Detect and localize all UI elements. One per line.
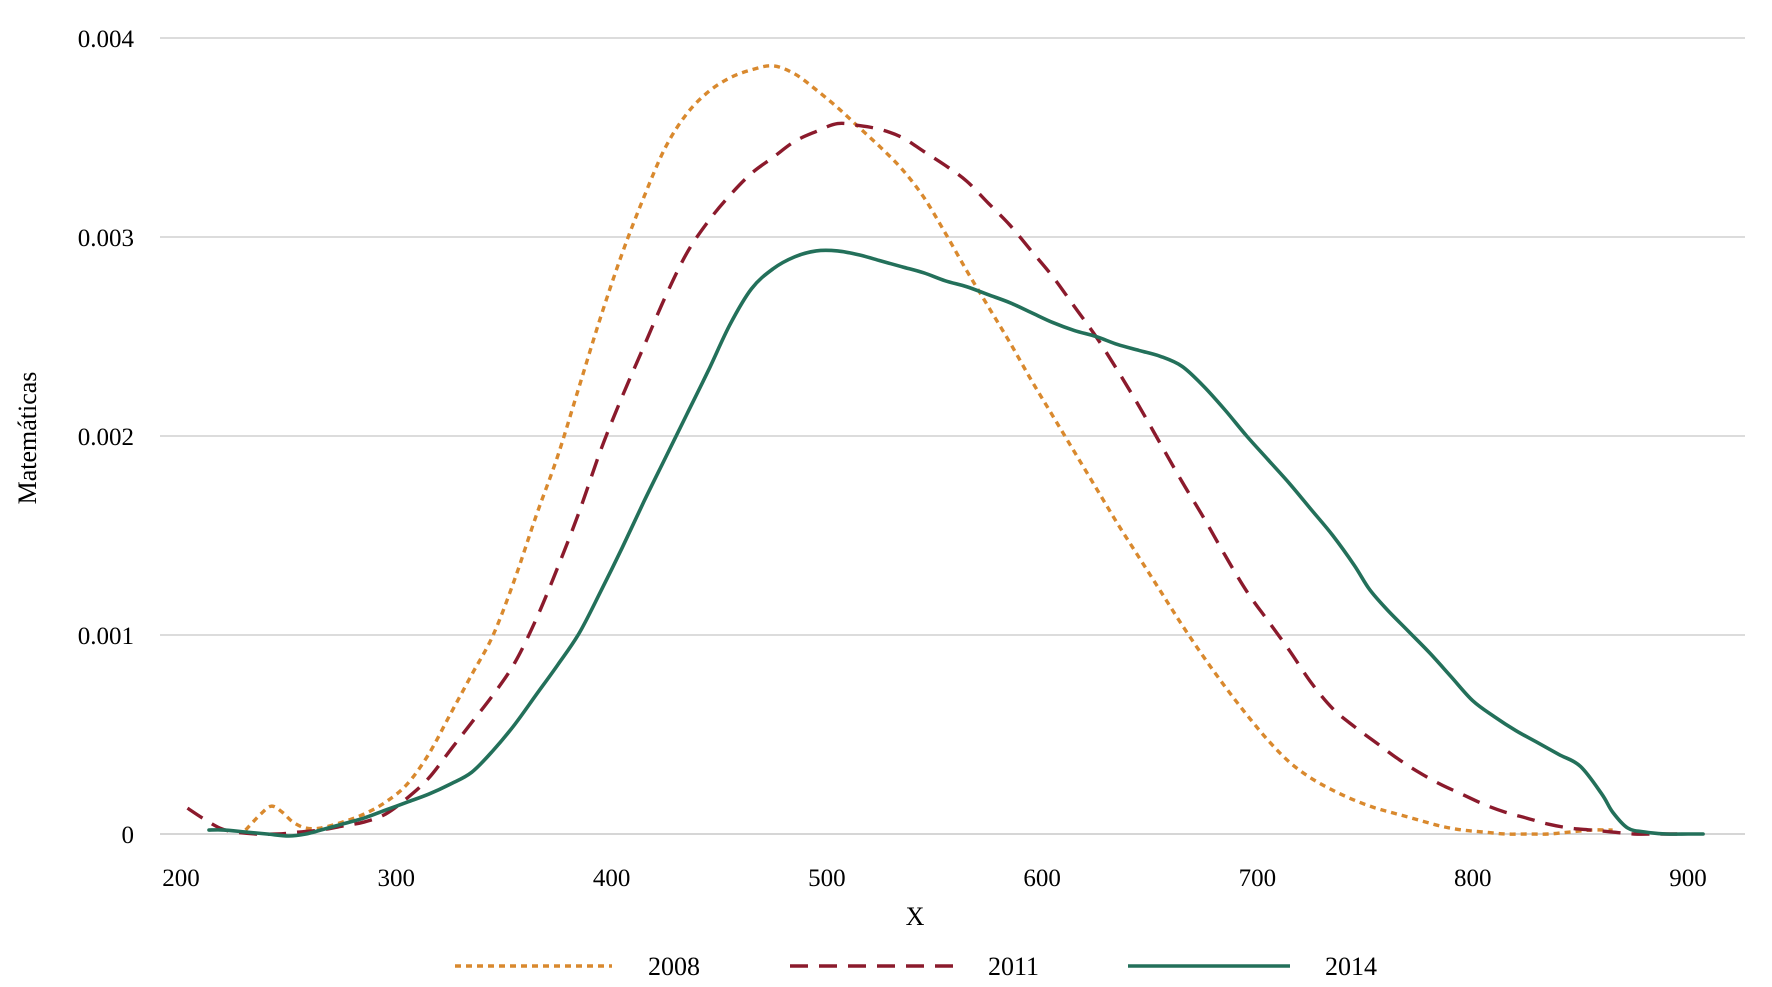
legend-label: 2008 bbox=[648, 952, 700, 981]
x-axis-title: X bbox=[906, 902, 925, 931]
legend-item-2011: 2011 bbox=[790, 952, 1039, 981]
series-line-2008 bbox=[244, 64, 1613, 836]
x-tick-label: 700 bbox=[1239, 865, 1277, 892]
series-line-2014 bbox=[207, 248, 1705, 838]
y-axis-title: Matemáticas bbox=[13, 372, 42, 505]
legend-item-2014: 2014 bbox=[1128, 952, 1377, 981]
x-tick-label: 300 bbox=[378, 865, 416, 892]
y-tick-label: 0.003 bbox=[78, 225, 134, 252]
x-tick-label: 800 bbox=[1454, 865, 1492, 892]
y-tick-label: 0 bbox=[122, 822, 135, 849]
legend-label: 2014 bbox=[1325, 952, 1377, 981]
legend-label: 2011 bbox=[988, 952, 1039, 981]
x-tick-label: 400 bbox=[593, 865, 631, 892]
series-line-2011 bbox=[186, 121, 1678, 836]
x-tick-label: 900 bbox=[1669, 865, 1707, 892]
y-tick-label: 0.004 bbox=[78, 26, 135, 53]
x-tick-label: 600 bbox=[1023, 865, 1061, 892]
x-tick-label: 500 bbox=[808, 865, 846, 892]
axes: 0 0.001 0.002 0.003 0.004 200 300 400 500 600 700 8… bbox=[78, 26, 1745, 892]
y-tick-label: 0.002 bbox=[78, 424, 134, 451]
y-tick-label: 0.001 bbox=[78, 623, 134, 650]
legend: 2008 2011 2014 bbox=[455, 952, 1377, 981]
legend-item-2008: 2008 bbox=[455, 952, 700, 981]
series-lines bbox=[186, 64, 1705, 838]
gridlines bbox=[160, 37, 1745, 636]
x-tick-label: 200 bbox=[162, 865, 200, 892]
